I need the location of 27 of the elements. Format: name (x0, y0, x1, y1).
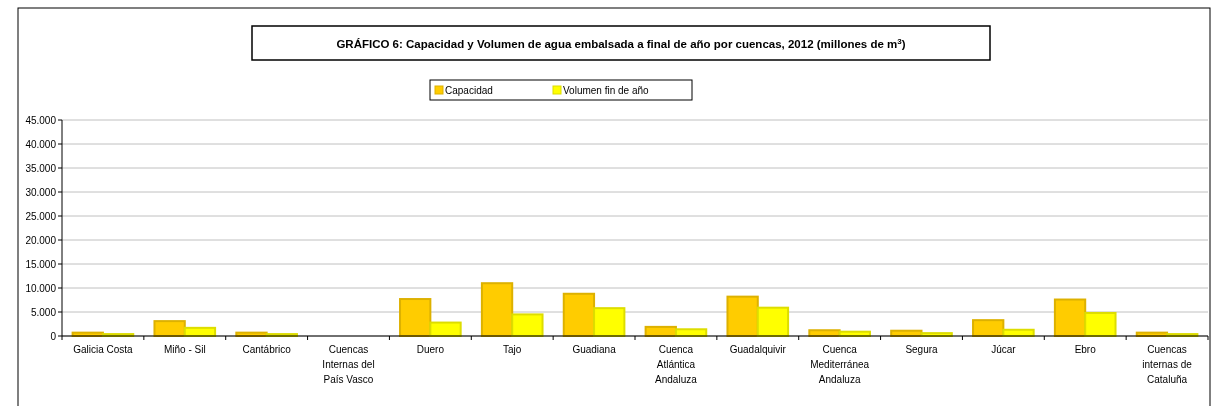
x-tick-label: Cuenca Mediterránea Andaluza (810, 344, 870, 385)
x-tick-label: Guadiana (572, 344, 617, 355)
legend-label: Capacidad (445, 85, 493, 96)
x-tick-label: Cuenca Atlántica Andaluza (655, 344, 698, 385)
y-tick-label: 10.000 (25, 282, 57, 294)
y-tick-label: 15.000 (25, 258, 57, 270)
x-tick-label: Guadalquivir (729, 344, 787, 355)
y-tick-label: 35.000 (25, 162, 57, 174)
chart-title: GRÁFICO 6: Capacidad y Volumen de agua embalsada a final de año por cuencas, 2012 (millones de m$^{3}$) (336, 36, 906, 50)
y-tick-label: 5.000 (30, 306, 57, 318)
x-tick-label: Segura (905, 344, 939, 355)
legend-label: Volumen fin de año (563, 85, 650, 96)
x-tick-label: Cuencas internas de Cataluña (1142, 344, 1193, 385)
x-tick-label: Miño - Sil (163, 344, 206, 355)
y-tick-label: 0 (50, 330, 57, 342)
x-tick-label: Ebro (1074, 344, 1097, 355)
x-tick-label: Júcar (991, 344, 1017, 355)
x-tick-label: Galicia Costa (73, 344, 134, 355)
x-tick-label: Tajo (503, 344, 522, 355)
y-tick-label: 20.000 (25, 234, 57, 246)
y-tick-label: 45.000 (25, 114, 57, 126)
y-tick-label: 25.000 (25, 210, 57, 222)
y-tick-label: 30.000 (25, 186, 57, 198)
y-tick-label: 40.000 (25, 138, 57, 150)
x-tick-label: Cuencas Internas del País Vasco (322, 344, 375, 385)
x-tick-label: Cantábrico (242, 344, 292, 355)
x-tick-label: Duero (416, 344, 445, 355)
